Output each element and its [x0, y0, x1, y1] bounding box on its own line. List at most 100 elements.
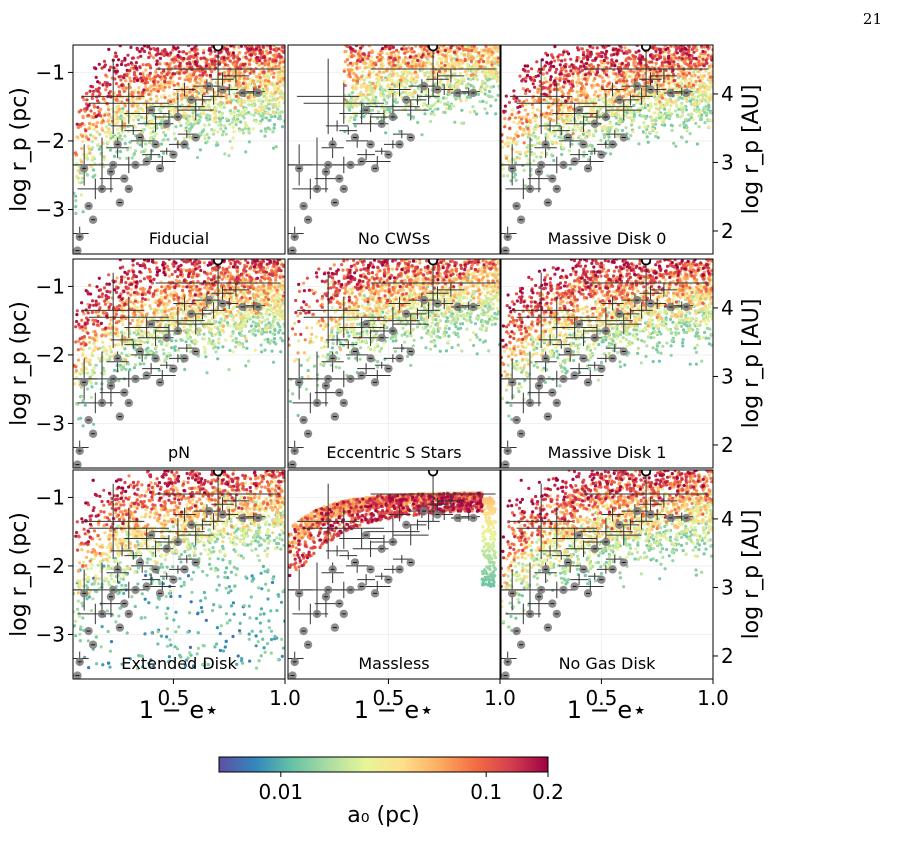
sim-point — [448, 92, 452, 96]
sim-point — [225, 56, 229, 60]
sim-point — [484, 85, 488, 89]
sim-point — [130, 156, 134, 160]
sim-point — [645, 135, 649, 139]
sim-point — [278, 114, 282, 118]
sim-point — [407, 46, 411, 50]
sim-point — [458, 72, 462, 76]
sim-point — [643, 106, 647, 110]
sim-point — [281, 65, 285, 69]
sim-point — [169, 100, 173, 104]
sim-point — [115, 63, 119, 67]
sim-point — [121, 130, 125, 134]
sim-point — [282, 60, 285, 64]
sim-point — [75, 174, 79, 179]
sim-point — [268, 50, 272, 55]
sim-point — [266, 100, 270, 104]
sim-point — [124, 86, 128, 90]
sim-point — [437, 64, 441, 68]
sim-point — [97, 86, 101, 90]
sim-point — [550, 153, 554, 157]
sim-point — [380, 55, 384, 60]
sim-point — [482, 71, 486, 75]
sim-point — [368, 84, 372, 88]
sim-point — [247, 140, 251, 144]
sim-point — [644, 131, 648, 135]
sim-point — [201, 73, 205, 77]
sim-point — [512, 137, 516, 141]
sim-point — [143, 81, 147, 85]
sim-point — [345, 58, 349, 62]
sim-point — [148, 47, 153, 51]
sim-point — [385, 88, 389, 92]
sim-point — [526, 112, 530, 116]
sim-point — [548, 130, 552, 134]
y-tick-label: −1 — [36, 60, 65, 84]
sim-point — [685, 129, 689, 133]
sim-point — [74, 205, 78, 209]
sim-point — [531, 111, 535, 115]
sim-point — [570, 142, 574, 146]
sim-point — [259, 129, 263, 133]
sim-point — [486, 61, 490, 65]
sim-point — [154, 132, 158, 136]
sim-point — [174, 108, 178, 112]
sim-point — [74, 194, 78, 198]
panel: Fiducial−1−2−3 — [36, 44, 286, 255]
sim-point — [142, 88, 146, 92]
sim-point — [591, 70, 595, 74]
sim-point — [141, 109, 145, 113]
sim-point — [487, 55, 491, 59]
sim-point — [626, 116, 630, 120]
sim-point — [576, 125, 581, 129]
sim-point — [146, 124, 150, 128]
sim-point — [576, 113, 580, 117]
sim-point — [238, 71, 242, 75]
sim-point — [558, 76, 562, 80]
errorbar — [296, 58, 360, 135]
sim-point — [276, 87, 280, 91]
sim-point — [158, 52, 163, 56]
sim-point — [143, 148, 147, 152]
sim-point — [515, 150, 519, 154]
sim-point — [132, 71, 137, 75]
sim-point — [241, 63, 245, 67]
sim-point — [610, 106, 615, 110]
sim-point — [491, 56, 495, 60]
sim-point — [669, 104, 673, 108]
sim-point — [94, 67, 98, 71]
sim-point — [546, 134, 550, 138]
sim-point — [416, 56, 420, 60]
sim-point — [362, 81, 366, 86]
sim-point — [414, 45, 418, 48]
errorbar — [392, 129, 411, 139]
sim-point — [626, 100, 631, 104]
sim-point — [599, 138, 603, 142]
sim-point — [587, 158, 591, 162]
sim-point — [576, 116, 581, 120]
sim-point — [453, 120, 457, 124]
sim-point — [233, 60, 237, 64]
sim-point — [382, 70, 386, 75]
sim-point — [387, 61, 391, 65]
sim-point — [247, 129, 251, 134]
sim-point — [481, 59, 486, 64]
sim-point — [406, 57, 410, 61]
sim-point — [670, 53, 674, 57]
sim-point — [128, 146, 132, 150]
sim-point — [546, 174, 550, 178]
panel-frame — [72, 44, 286, 255]
sim-point — [101, 141, 105, 145]
sim-point — [693, 73, 697, 77]
sim-point — [88, 164, 92, 168]
sim-point — [73, 191, 76, 195]
sim-point — [420, 133, 424, 137]
sim-point — [166, 106, 171, 110]
sim-point — [272, 126, 276, 130]
sim-point — [566, 91, 570, 95]
sim-point — [494, 74, 498, 78]
sim-point — [114, 51, 118, 55]
sim-point — [248, 71, 252, 75]
sim-point — [118, 45, 122, 48]
sim-point — [481, 54, 485, 58]
sim-point — [232, 56, 236, 60]
